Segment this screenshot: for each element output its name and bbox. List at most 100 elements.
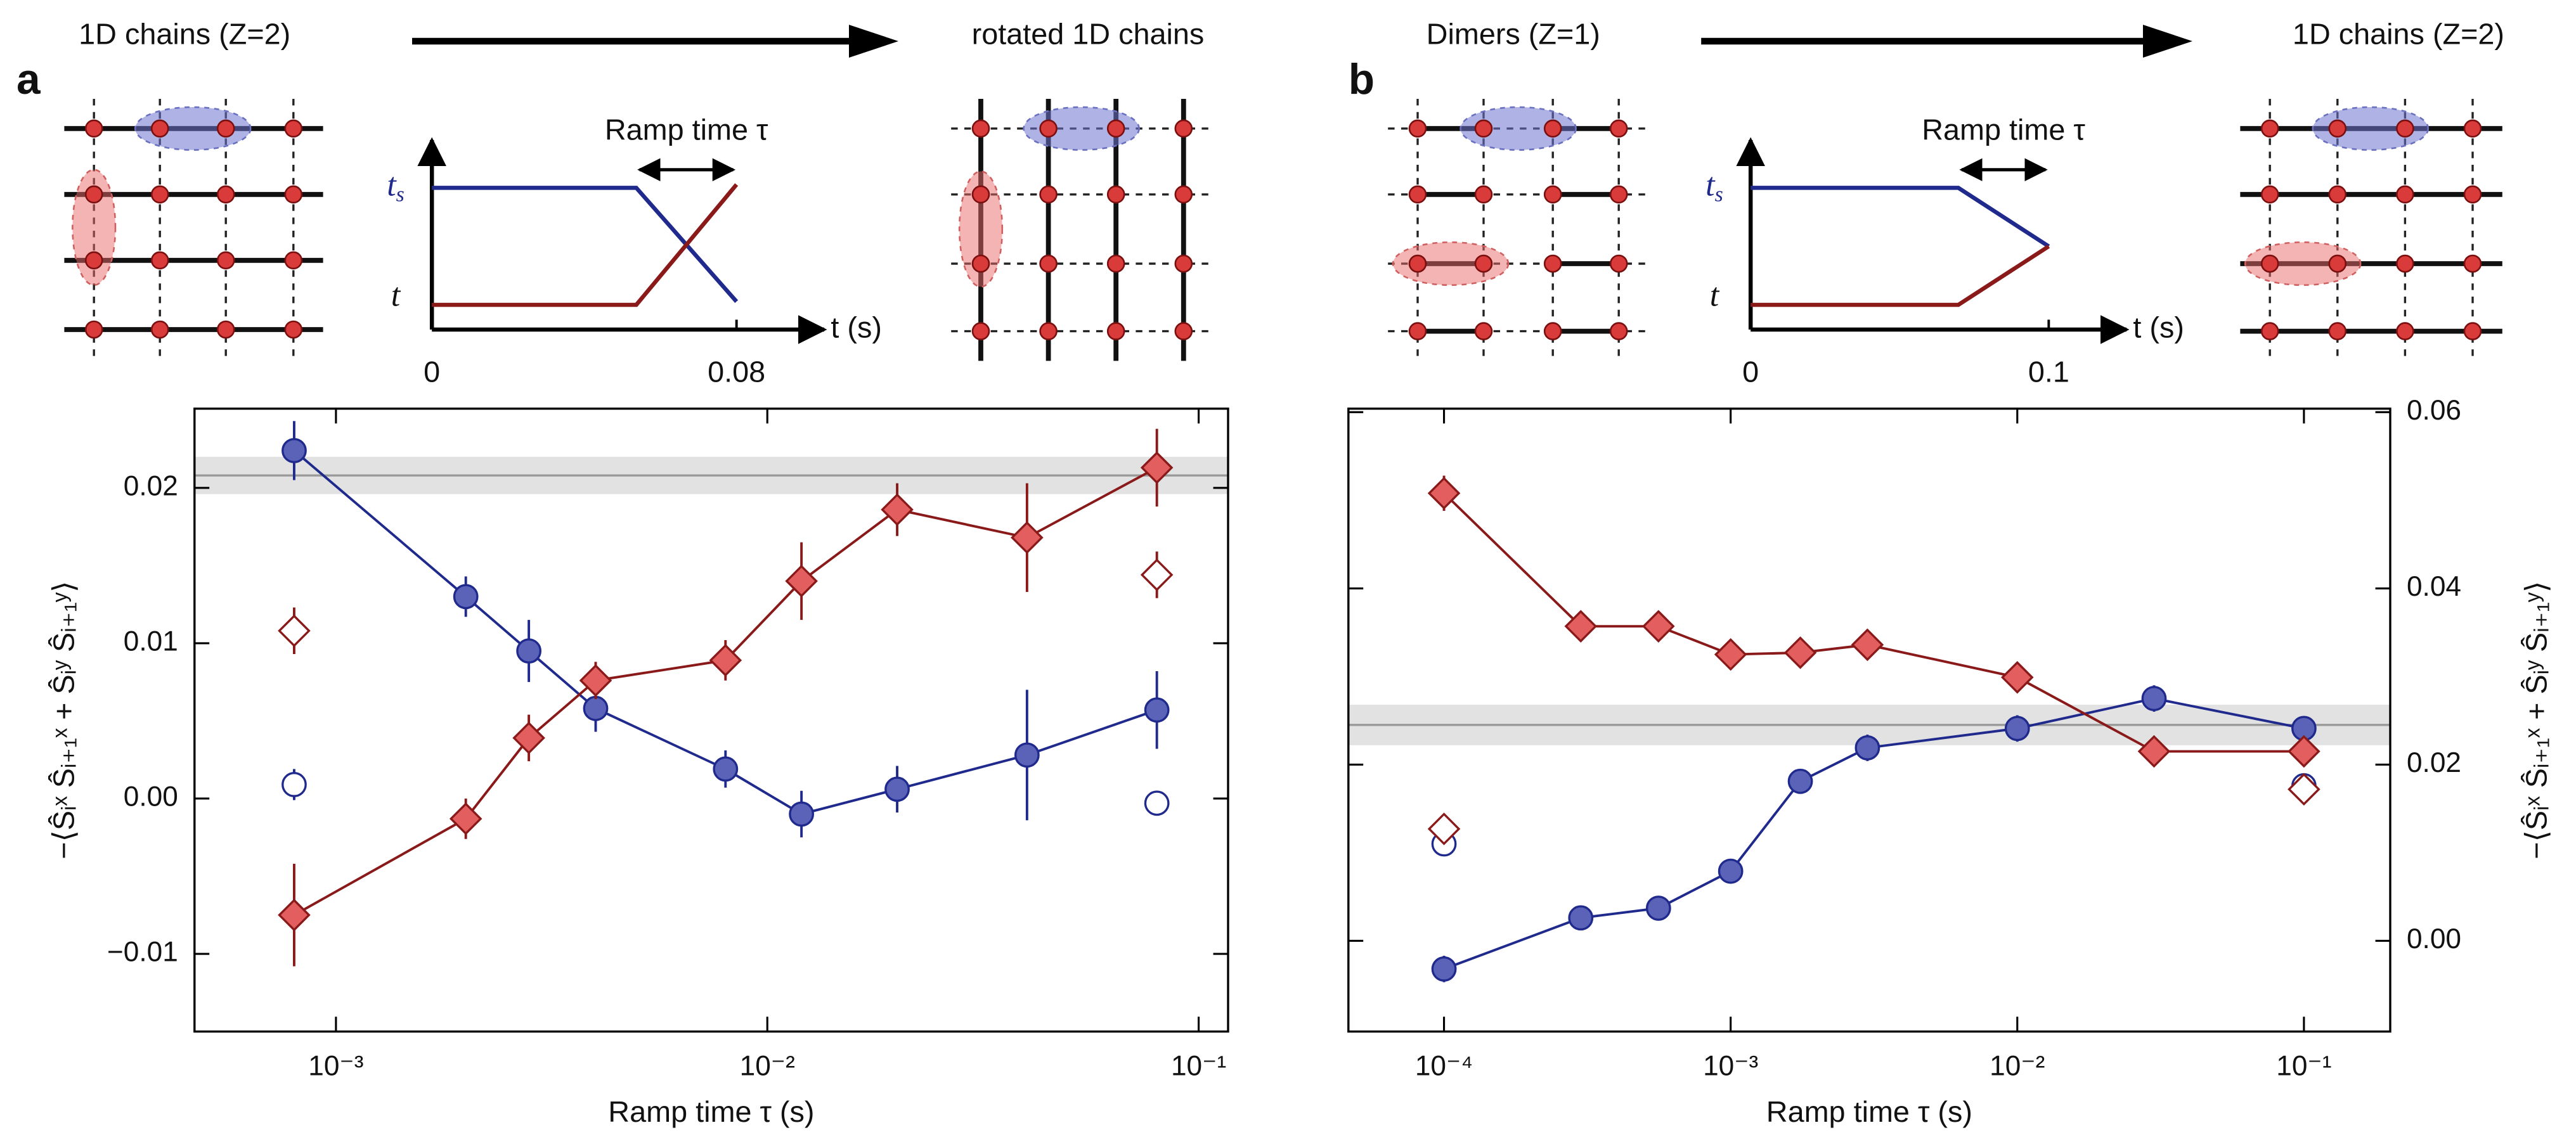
- pair-highlight: [1392, 241, 1510, 286]
- atom: [2260, 254, 2279, 273]
- data-point: [282, 438, 307, 463]
- upper-label: ts: [1705, 167, 1723, 206]
- inset-tick-label: 0.1: [2028, 356, 2069, 389]
- inset-tick-label: 0: [1742, 356, 1759, 389]
- data-point: [1714, 638, 1747, 671]
- atom: [150, 185, 169, 204]
- x-tick-label: 10⁻¹: [1171, 1050, 1226, 1081]
- y-axis-label: −⟨Ŝᵢˣ Ŝᵢ₊₁ˣ + Ŝᵢʸ Ŝᵢ₊₁ʸ⟩: [47, 581, 80, 859]
- upper-label: ts: [387, 167, 405, 206]
- atom: [2328, 185, 2347, 204]
- caption: 1D chains (Z=2): [79, 18, 290, 51]
- atom: [284, 320, 303, 339]
- atom: [1408, 322, 1427, 340]
- inset-tick-label: 0: [424, 356, 440, 389]
- data-point: [884, 776, 910, 802]
- data-point: [2288, 773, 2320, 806]
- plot-frame: [1347, 408, 2392, 1033]
- panel-letter: a: [16, 56, 41, 103]
- data-point: [2141, 686, 2167, 712]
- atom: [84, 251, 103, 270]
- atom: [971, 185, 990, 204]
- atom: [284, 251, 303, 270]
- data-point: [713, 756, 739, 782]
- data-point: [1564, 610, 1598, 643]
- atom: [284, 119, 303, 138]
- atom: [1543, 119, 1562, 138]
- upper-label-main: t: [387, 167, 397, 203]
- x-tick-label: 10⁻³: [308, 1050, 363, 1081]
- data-point: [1140, 558, 1174, 591]
- upper-label-sub: s: [396, 183, 405, 206]
- y-axis-label: −⟨Ŝᵢˣ Ŝᵢ₊₁ˣ + Ŝᵢʸ Ŝᵢ₊₁ʸ⟩: [2520, 581, 2553, 859]
- atom: [1474, 119, 1493, 138]
- atom: [1174, 322, 1193, 340]
- atom: [150, 320, 169, 339]
- x-tick-label: 10⁻²: [1990, 1050, 2045, 1081]
- data-point: [512, 721, 545, 755]
- data-point: [579, 664, 612, 697]
- data-point: [1851, 628, 1884, 662]
- atom: [216, 251, 235, 270]
- atom: [2396, 322, 2414, 340]
- atom: [971, 322, 990, 340]
- data-point: [1140, 451, 1174, 484]
- pair-highlight: [1023, 106, 1140, 151]
- x-tick-label: 10⁻⁴: [1415, 1050, 1473, 1081]
- y-tick-label: 0.06: [2407, 395, 2461, 426]
- atom: [1474, 185, 1493, 204]
- atom: [2260, 119, 2279, 138]
- pair-highlight: [1460, 106, 1577, 151]
- ramp-upper: [1751, 186, 2050, 248]
- data-point: [2288, 735, 2320, 768]
- atom: [1543, 185, 1562, 204]
- atom: [84, 119, 103, 138]
- y-tick-label: 0.04: [2407, 571, 2461, 602]
- atom: [1543, 254, 1562, 273]
- atom: [1174, 254, 1193, 273]
- data-point: [709, 644, 742, 677]
- data-point: [785, 565, 818, 598]
- atom: [84, 320, 103, 339]
- atom: [2396, 254, 2414, 273]
- data-point: [1787, 768, 1813, 794]
- y-tick-label: 0.01: [124, 626, 178, 657]
- ramp-upper: [432, 186, 739, 303]
- atom: [1408, 185, 1427, 204]
- x-tick-label: 10⁻¹: [2276, 1050, 2331, 1081]
- plot-frame: [193, 408, 1229, 1033]
- atom: [1543, 322, 1562, 340]
- atom: [1039, 254, 1058, 273]
- atom: [2328, 119, 2347, 138]
- atom: [1106, 185, 1125, 204]
- atom: [216, 185, 235, 204]
- data-point: [2000, 660, 2034, 694]
- atom: [2328, 254, 2347, 273]
- inset-xlabel: t (s): [2133, 311, 2184, 344]
- atom: [1106, 254, 1125, 273]
- pair-highlight: [2244, 241, 2362, 286]
- data-point: [1783, 636, 1817, 669]
- atom: [1609, 254, 1628, 273]
- data-point: [282, 772, 307, 797]
- ramp-lower: [432, 183, 739, 307]
- atom: [971, 254, 990, 273]
- lower-label: t: [391, 278, 401, 314]
- x-tick-label: 10⁻²: [740, 1050, 795, 1081]
- inset-annotation: Ramp time τ: [605, 113, 768, 146]
- atom: [1408, 254, 1427, 273]
- data-point: [1144, 697, 1170, 723]
- data-point: [1144, 790, 1170, 816]
- x-axis-label: Ramp time τ (s): [608, 1095, 814, 1128]
- atom: [2396, 119, 2414, 138]
- transition-arrow-head: [2142, 25, 2192, 58]
- atom: [1474, 254, 1493, 273]
- data-point: [1854, 735, 1880, 761]
- atom: [1039, 185, 1058, 204]
- data-point: [1427, 477, 1461, 510]
- data-point: [789, 801, 815, 827]
- data-point: [881, 493, 914, 526]
- inset-tick-label: 0.08: [708, 356, 765, 389]
